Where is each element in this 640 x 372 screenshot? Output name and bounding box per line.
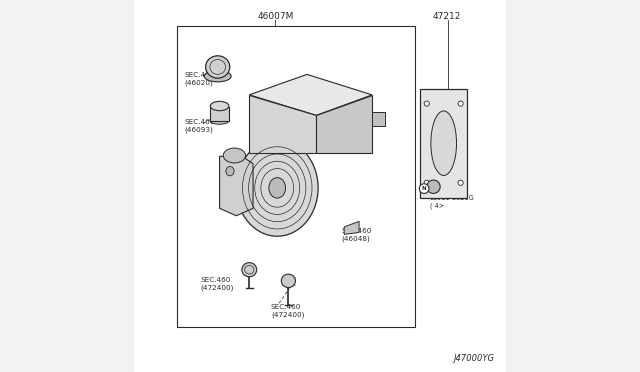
Text: SEC.460
(46048): SEC.460 (46048) <box>342 228 372 242</box>
Bar <box>177 26 415 327</box>
Ellipse shape <box>204 71 231 82</box>
Text: 08911-10B1G
( 4>: 08911-10B1G ( 4> <box>429 195 474 209</box>
Text: SEC.460
(472400): SEC.460 (472400) <box>271 304 304 318</box>
Ellipse shape <box>282 274 296 288</box>
Ellipse shape <box>236 140 318 236</box>
FancyBboxPatch shape <box>420 89 467 198</box>
Text: SEC.460
(46020): SEC.460 (46020) <box>184 72 215 86</box>
Polygon shape <box>211 107 229 121</box>
Ellipse shape <box>211 118 229 124</box>
Ellipse shape <box>205 56 230 78</box>
Ellipse shape <box>242 263 257 277</box>
Circle shape <box>427 180 440 193</box>
Text: SEC.460
(46093): SEC.460 (46093) <box>184 119 215 134</box>
Polygon shape <box>250 95 316 153</box>
Ellipse shape <box>223 148 246 163</box>
Text: 46007M: 46007M <box>257 12 294 21</box>
Circle shape <box>424 180 429 185</box>
Circle shape <box>458 180 463 185</box>
Text: SEC.460
(472400): SEC.460 (472400) <box>200 277 234 291</box>
Circle shape <box>458 101 463 106</box>
Text: J47000YG: J47000YG <box>454 354 495 363</box>
Ellipse shape <box>269 178 285 198</box>
Polygon shape <box>220 156 253 216</box>
Ellipse shape <box>431 111 456 176</box>
Circle shape <box>424 101 429 106</box>
Circle shape <box>419 184 429 193</box>
Polygon shape <box>372 112 385 126</box>
Text: N: N <box>422 186 426 191</box>
Polygon shape <box>316 95 372 153</box>
Polygon shape <box>344 221 359 234</box>
Ellipse shape <box>211 102 229 111</box>
Text: 47212: 47212 <box>432 12 461 21</box>
Polygon shape <box>250 74 372 115</box>
Ellipse shape <box>226 166 234 176</box>
